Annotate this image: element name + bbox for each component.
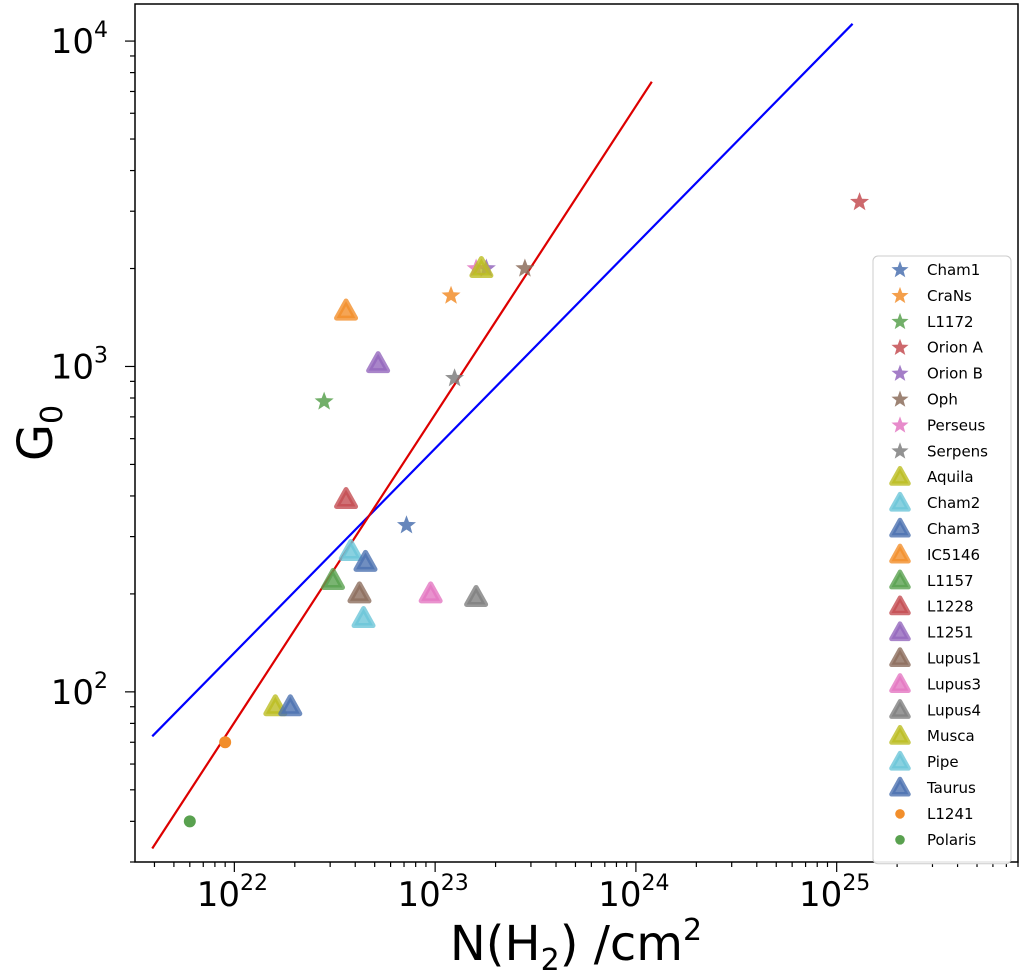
legend-marker-taurus xyxy=(889,776,911,797)
point-oph xyxy=(515,258,535,277)
point-lupus4 xyxy=(464,584,489,607)
legend-label-l1157: L1157 xyxy=(927,572,974,590)
legend-label-lupus1: Lupus1 xyxy=(927,650,981,668)
x-axis-label: N(H2) /cm2 xyxy=(450,913,702,973)
legend-marker-pipe xyxy=(889,750,911,771)
x-tick-label: 1025 xyxy=(799,871,870,915)
legend-marker-cham3 xyxy=(889,517,911,538)
legend-marker-cham2 xyxy=(889,491,911,512)
data-markers xyxy=(183,192,870,828)
legend-label-oph: Oph xyxy=(927,391,958,409)
legend-label-aquila: Aquila xyxy=(927,468,974,486)
point-serpens xyxy=(445,368,465,387)
legend-label-l1172: L1172 xyxy=(927,313,974,331)
legend-marker-orion-a xyxy=(891,338,909,355)
legend-marker-lupus4 xyxy=(889,699,911,719)
point-lupus1 xyxy=(347,581,372,604)
point-pipe xyxy=(351,606,376,629)
y-tick-label: 103 xyxy=(51,343,108,387)
y-tick-label: 104 xyxy=(51,18,108,62)
legend-label-orion-b: Orion B xyxy=(927,365,983,383)
legend-marker-orion-b xyxy=(891,364,909,381)
legend-marker-l1172 xyxy=(891,312,909,330)
legend: Cham1 CraNs L1172 Orion A Orion B Oph Perseus S… xyxy=(872,255,1012,865)
legend-marker-l1251 xyxy=(889,621,911,642)
legend-label-lupus4: Lupus4 xyxy=(927,701,981,719)
point-cham1 xyxy=(396,515,416,534)
legend-label-cham2: Cham2 xyxy=(927,494,980,512)
x-axis-ticks: 1022 1023 1024 1025 xyxy=(153,862,1019,915)
legend-label-taurus: Taurus xyxy=(926,779,976,797)
x-tick-label: 1023 xyxy=(397,871,468,915)
legend-marker-cham1 xyxy=(891,261,909,278)
point-orion-a xyxy=(850,192,870,211)
plot-frame xyxy=(134,3,1019,863)
point-taurus xyxy=(278,694,303,717)
point-l1228 xyxy=(334,487,359,510)
x-tick-label: 1022 xyxy=(197,871,268,915)
legend-marker-musca xyxy=(889,724,911,745)
point-cham2 xyxy=(338,538,363,561)
legend-label-serpens: Serpens xyxy=(927,442,988,460)
legend-marker-l1228 xyxy=(889,595,911,616)
legend-marker-aquila xyxy=(889,465,911,486)
legend-label-orion-a: Orion A xyxy=(927,339,984,357)
point-polaris xyxy=(183,815,196,828)
legend-label-ic5146: IC5146 xyxy=(927,546,980,564)
fit-line-1 xyxy=(151,23,854,738)
point-l1251 xyxy=(366,351,391,374)
legend-label-cham3: Cham3 xyxy=(927,520,980,538)
y-tick-label: 102 xyxy=(51,669,108,713)
y-axis-ticks: 102 103 104 xyxy=(51,18,135,863)
legend-marker-ic5146 xyxy=(889,543,911,564)
legend-label-polaris: Polaris xyxy=(927,831,976,849)
point-l1157 xyxy=(321,567,346,590)
legend-label-l1251: L1251 xyxy=(927,624,974,642)
legend-marker-oph xyxy=(891,390,909,407)
point-lupus3 xyxy=(418,581,443,604)
legend-label-musca: Musca xyxy=(927,727,975,745)
fit-line-2 xyxy=(151,81,653,850)
legend-marker-perseus xyxy=(891,416,909,433)
point-l1172 xyxy=(314,391,334,410)
legend-label-l1241: L1241 xyxy=(927,805,974,823)
point-musca xyxy=(263,694,288,717)
legend-label-crans: CraNs xyxy=(927,287,972,305)
legend-label-lupus3: Lupus3 xyxy=(927,675,981,693)
legend-label-l1228: L1228 xyxy=(927,598,974,616)
point-l1241 xyxy=(219,736,232,749)
point-cham3 xyxy=(353,549,378,572)
point-ic5146 xyxy=(334,298,359,321)
x-tick-label: 1024 xyxy=(598,871,669,915)
legend-marker-crans xyxy=(891,286,909,304)
y-axis-label: G0 xyxy=(8,405,70,461)
legend-marker-polaris xyxy=(895,835,905,845)
fit-lines xyxy=(151,23,854,850)
point-aquila xyxy=(469,256,494,279)
legend-label-cham1: Cham1 xyxy=(927,261,980,279)
legend-label-pipe: Pipe xyxy=(927,753,959,771)
legend-marker-lupus1 xyxy=(889,647,911,668)
legend-label-perseus: Perseus xyxy=(927,416,985,434)
legend-marker-serpens xyxy=(891,442,909,459)
point-crans xyxy=(441,285,461,304)
legend-marker-l1241 xyxy=(895,809,905,819)
legend-marker-lupus3 xyxy=(889,673,911,693)
legend-marker-l1157 xyxy=(889,569,911,590)
